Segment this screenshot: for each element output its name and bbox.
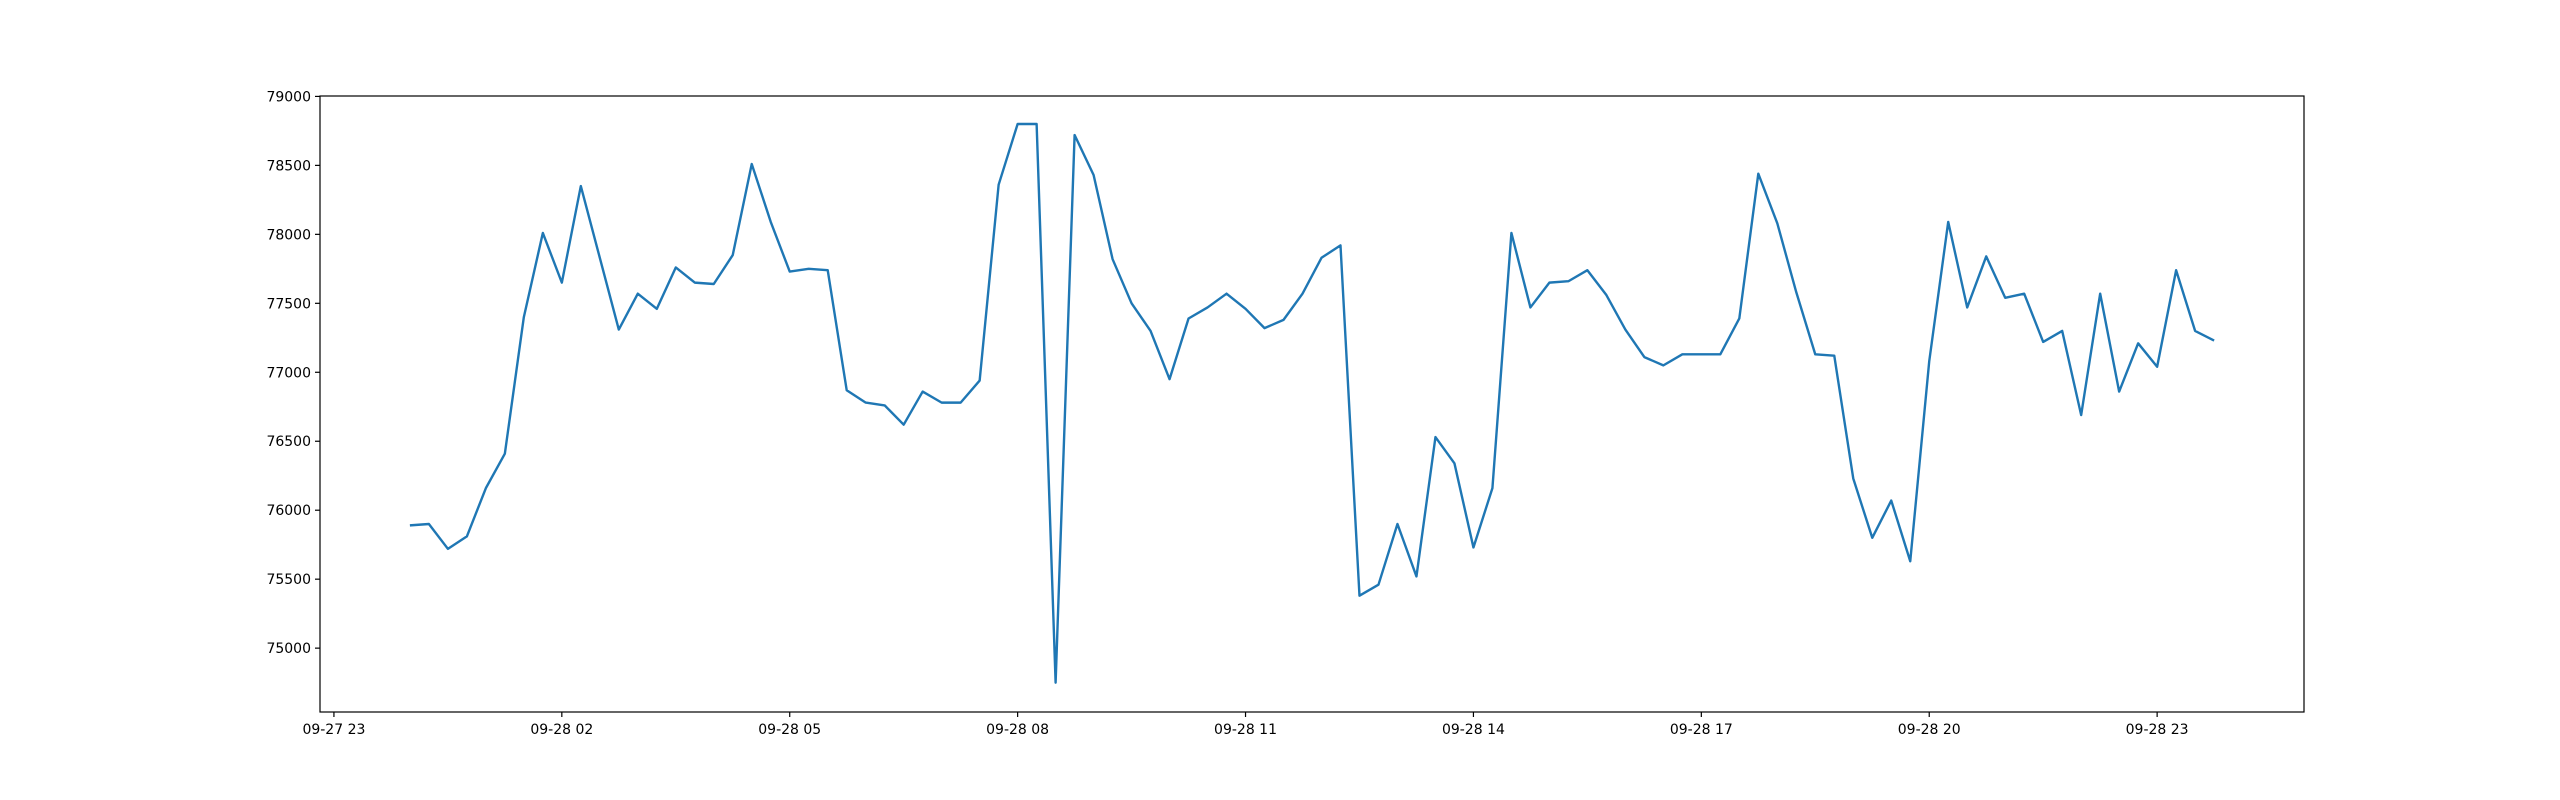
x-tick-label: 09-27 23 (302, 722, 365, 738)
y-tick-label: 75500 (266, 572, 311, 588)
axes-frame (319, 95, 2305, 713)
y-tick-label: 75000 (266, 641, 311, 657)
x-tick-label: 09-28 20 (1898, 722, 1961, 738)
y-tick-label: 77000 (266, 365, 311, 381)
x-tick-label: 09-28 17 (1670, 722, 1733, 738)
x-tick-label: 09-28 02 (530, 722, 593, 738)
line-series (409, 122, 2215, 684)
y-tick-label: 76500 (266, 434, 311, 450)
x-tick-label: 09-28 23 (2126, 722, 2189, 738)
x-tick-label: 09-28 08 (986, 722, 1049, 738)
y-tick-label: 78000 (266, 227, 311, 243)
x-tick-label: 09-28 14 (1442, 722, 1505, 738)
y-tick-label: 77500 (266, 296, 311, 312)
y-tick-label: 79000 (266, 89, 311, 105)
y-tick-label: 76000 (266, 503, 311, 519)
x-tick-label: 09-28 11 (1214, 722, 1277, 738)
x-tick-label: 09-28 05 (758, 722, 821, 738)
y-tick-label: 78500 (266, 158, 311, 174)
